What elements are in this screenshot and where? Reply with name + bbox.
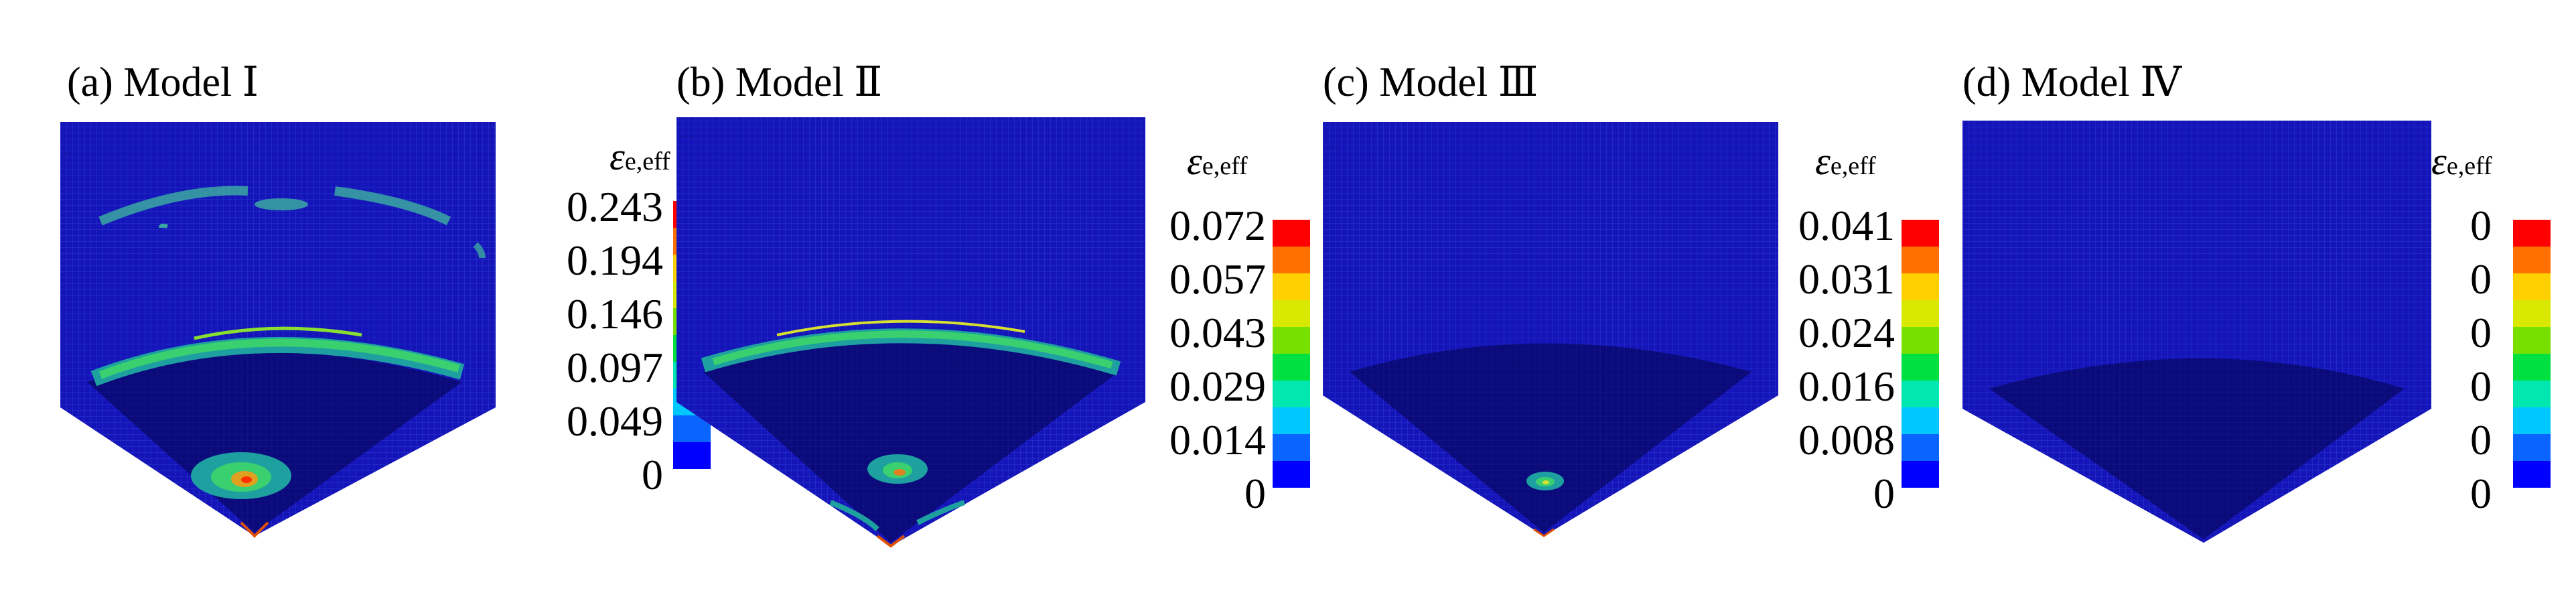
tick-label: 0 [2470,309,2492,356]
tick-label: 0 [1244,470,1266,517]
color-scale-bar [1902,220,1939,488]
tick-label: 0.008 [1798,416,1895,464]
corner-annotation: ·· · ·· [680,134,694,141]
tick-label: 0.097 [567,344,663,391]
inner-cone [1989,358,2405,539]
corner-annotation: ·· · [1966,149,1974,155]
legend-title: εe,eff [2431,139,2492,183]
legend-title: εe,eff [1815,139,1876,183]
corner-annotation: ·· · · [1326,144,1338,151]
tick-label: 0.194 [567,236,663,284]
strain-contour-model-3 [1323,122,1778,537]
tick-label: 0.243 [567,183,663,230]
panel-title: (c) Model Ⅲ [1323,60,1539,105]
tick-label: 0.031 [1798,255,1895,303]
strain-contour-model-2 [676,117,1145,548]
tick-label: 0 [2470,362,2492,410]
color-scale-bar [1273,220,1310,488]
tick-label: 0 [2470,416,2492,464]
inner-cone [87,352,462,533]
tick-label: 0.072 [1169,202,1266,249]
tick-label: 0.029 [1169,362,1266,410]
panel-title: (d) Model Ⅳ [1962,60,2182,105]
strain-contour-model-4 [1962,121,2431,543]
tick-label: 0.043 [1169,309,1266,356]
panel-title: (b) Model Ⅱ [676,60,883,105]
tick-label: 0.014 [1169,416,1266,464]
panel-model-2: (b) Model Ⅱ ·· · ·· εe,eff [676,0,1313,609]
color-scale-bar [2513,220,2551,488]
tick-label: 0 [2470,255,2492,303]
panel-model-1: (a) Model Ⅰ [60,0,711,609]
inner-cone [703,343,1119,543]
strain-band-upper [98,186,248,226]
tick-label: 0.016 [1798,362,1895,410]
tick-label: 0 [2470,202,2492,249]
tick-label: 0.024 [1798,309,1895,356]
corner-annotation: ·· · [64,151,72,157]
legend-title: εe,eff [1187,139,1248,183]
panel-title: (a) Model Ⅰ [67,60,259,105]
panel-model-4: (d) Model Ⅳ ·· · εe,eff 0 [1962,0,2565,609]
strain-contour-model-1 [60,122,496,538]
inner-cone [1350,343,1751,533]
legend-title: εe,eff [610,135,670,178]
panel-model-3: (c) Model Ⅲ ·· · · εe,eff [1323,0,1939,609]
tick-label: 0.146 [567,290,663,338]
tick-label: 0 [1873,470,1895,517]
tick-label: 0.057 [1169,255,1266,303]
tick-label: 0.049 [567,397,663,445]
tick-label: 0 [2470,470,2492,517]
tick-label: 0 [642,451,663,498]
tick-label: 0.041 [1798,202,1895,249]
